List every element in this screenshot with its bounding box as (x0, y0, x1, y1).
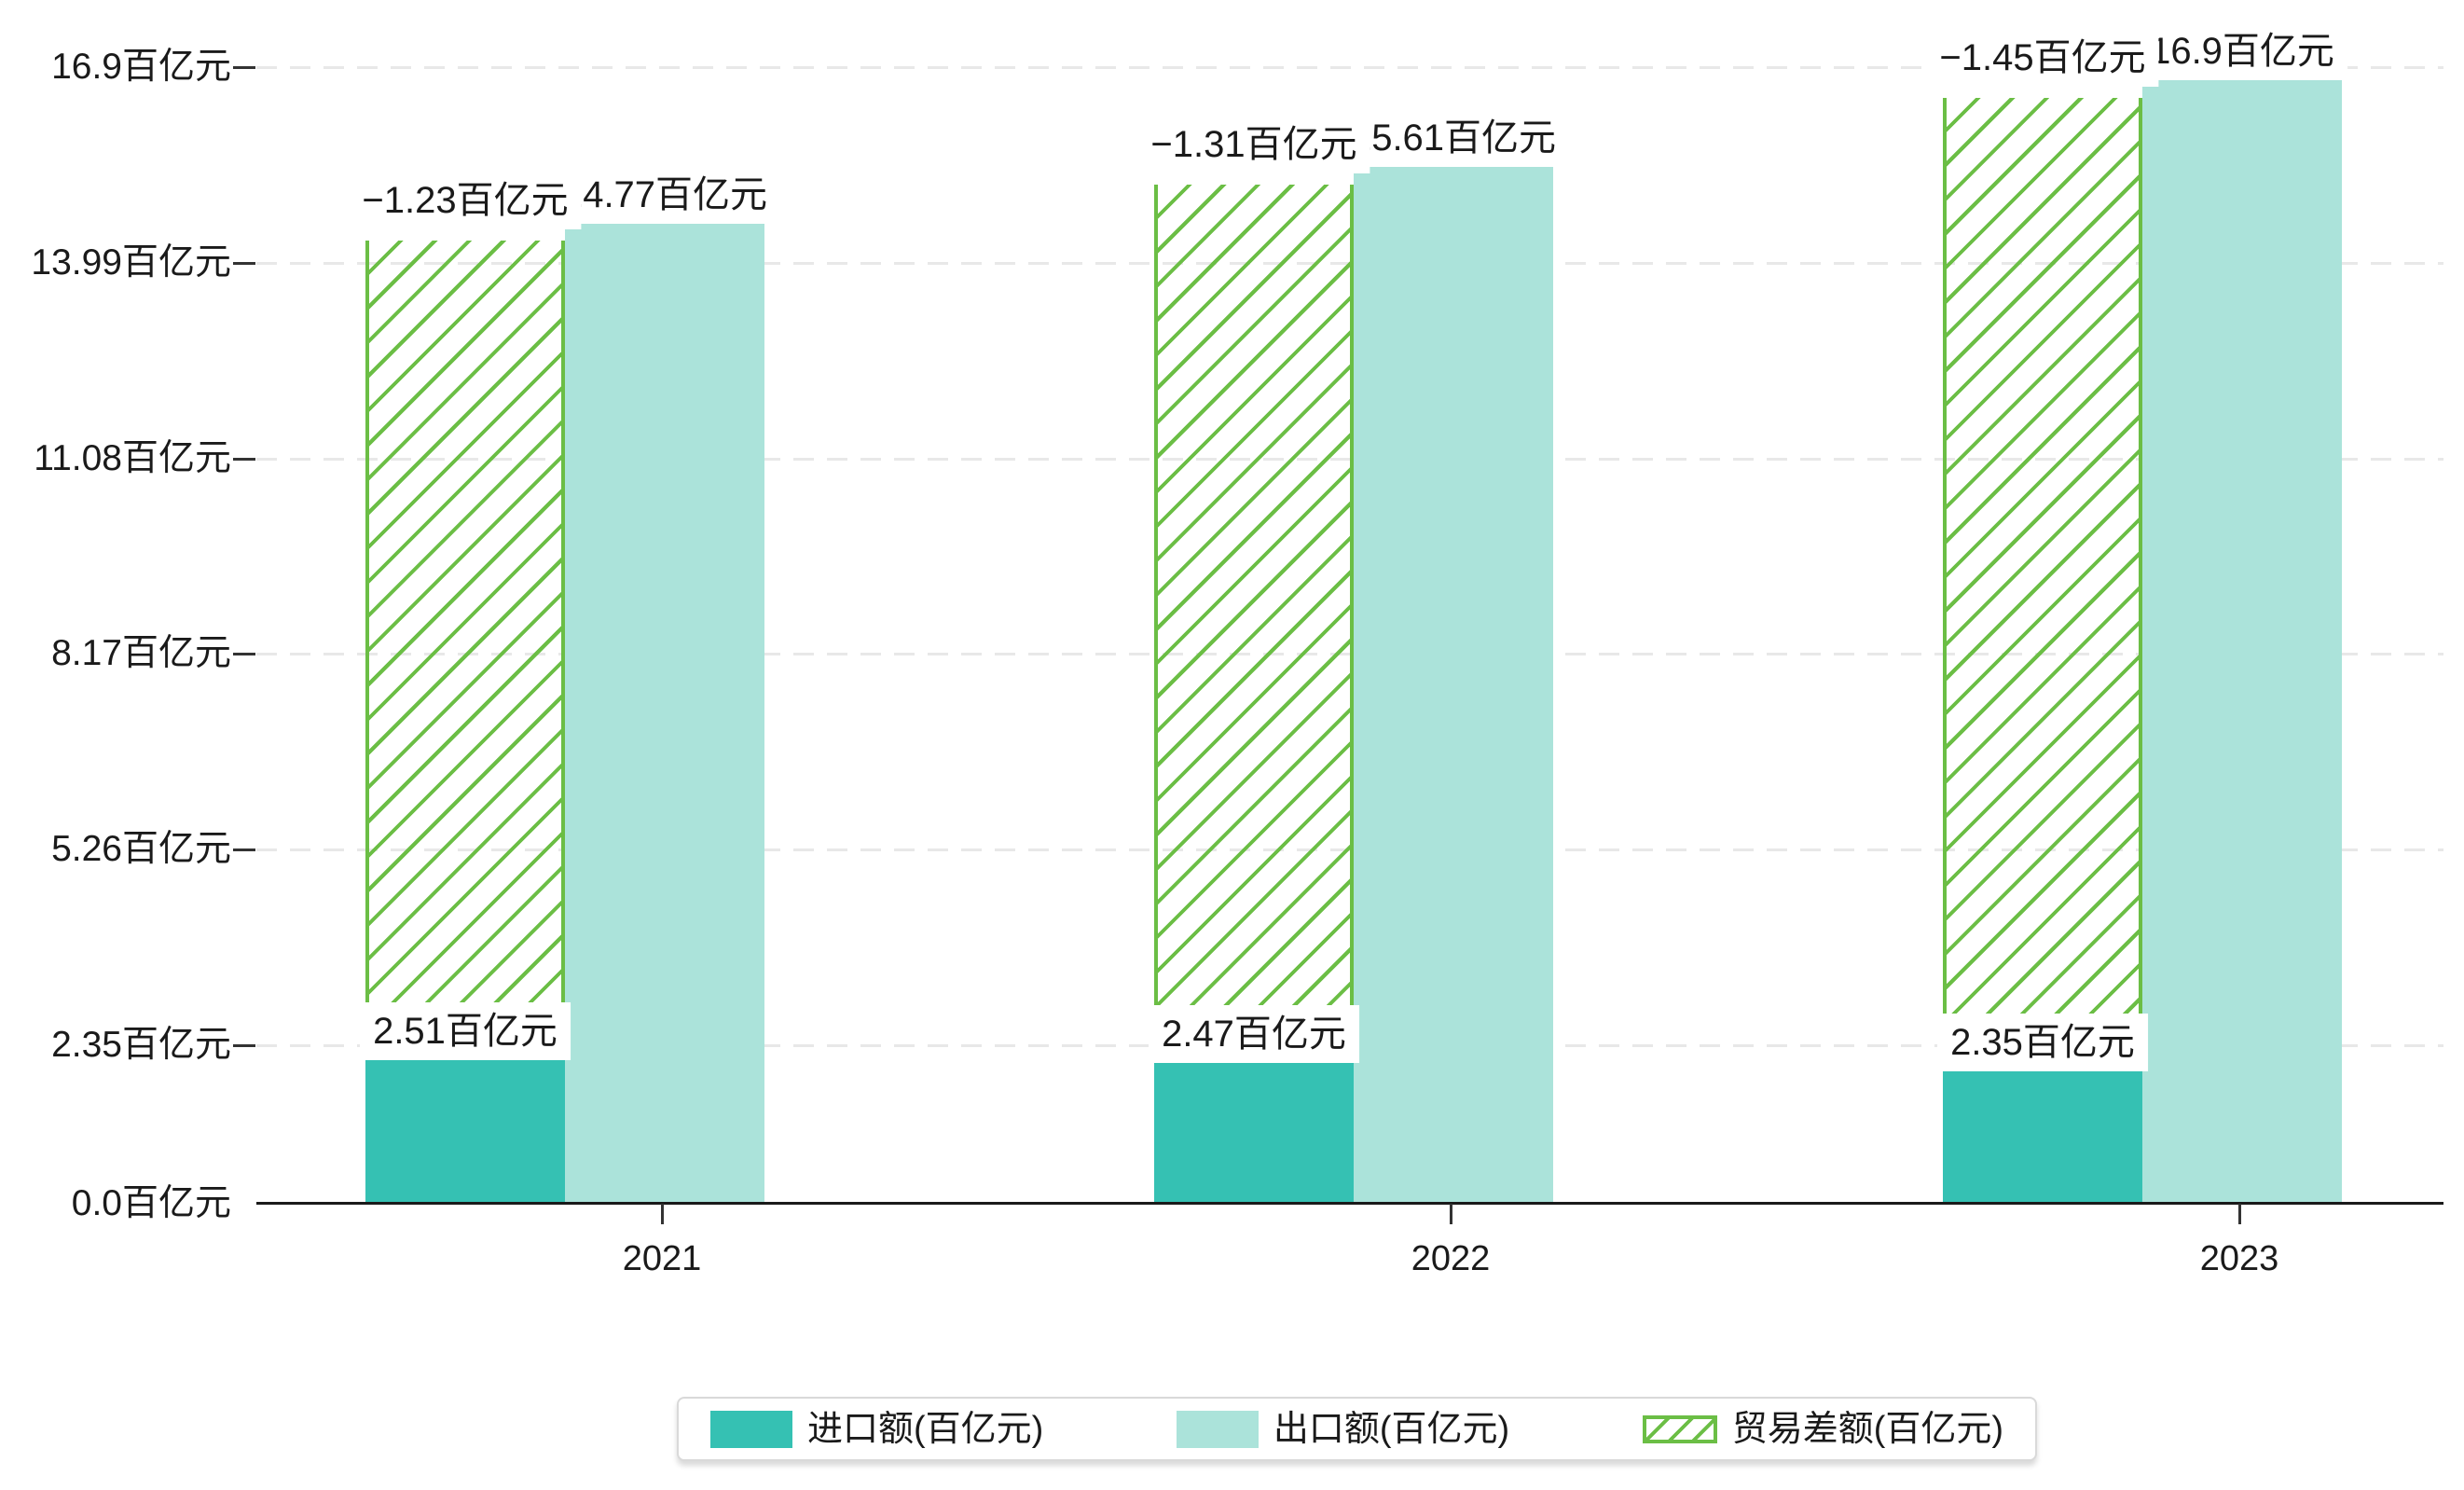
x-tick-mark (2238, 1204, 2241, 1224)
x-axis-label-2023: 2023 (2199, 1239, 2279, 1278)
gridline-16.9 (256, 66, 2443, 69)
y-tick-mark (233, 653, 255, 655)
value-label-balance-2022: −1.31百亿元 (1137, 116, 1370, 173)
y-tick-mark (233, 848, 255, 851)
y-axis-label: 16.9百亿元 (51, 47, 231, 87)
value-label-import-2023: 2.35百亿元 (1937, 1014, 2148, 1071)
legend-item-export: 出口额(百亿元) (1176, 1409, 1510, 1450)
y-tick-mark (233, 458, 255, 461)
bar-trade-balance-2022 (1154, 185, 1354, 1037)
legend-swatch-import (710, 1410, 792, 1448)
bar-import-2022 (1154, 1037, 1354, 1203)
legend-item-trade-balance: 贸易差额(百亿元) (1642, 1409, 2003, 1450)
y-axis-label: 8.17百亿元 (51, 633, 231, 673)
y-tick-mark (233, 1044, 255, 1047)
y-tick-mark (233, 262, 255, 265)
y-axis-label: 5.26百亿元 (51, 829, 231, 869)
y-axis-label: 13.99百亿元 (31, 242, 231, 283)
y-tick-mark (233, 66, 255, 69)
value-label-import-2022: 2.47百亿元 (1149, 1005, 1359, 1063)
value-label-import-2021: 2.51百亿元 (360, 1002, 571, 1060)
value-label-export-2023: 16.9百亿元 (2137, 22, 2347, 80)
legend: 进口额(百亿元) 出口额(百亿元) 贸易差额(百亿元) (677, 1397, 2037, 1461)
legend-swatch-trade-balance (1642, 1414, 1717, 1443)
value-label-balance-2023: −1.45百亿元 (1926, 29, 2159, 87)
x-axis-line (256, 1202, 2443, 1205)
x-axis-label-2022: 2022 (1411, 1239, 1491, 1278)
bar-export-2021 (565, 211, 764, 1203)
value-label-balance-2021: −1.23百亿元 (349, 172, 582, 229)
x-axis-label-2021: 2021 (622, 1239, 702, 1278)
value-label-export-2022: 15.61百亿元 (1337, 109, 1570, 167)
bar-import-2023 (1943, 1045, 2142, 1203)
x-tick-mark (661, 1204, 664, 1224)
y-axis-label: 0.0百亿元 (71, 1183, 231, 1223)
y-axis-label: 2.35百亿元 (51, 1025, 231, 1065)
bar-import-2021 (365, 1034, 565, 1203)
y-axis-label: 11.08百亿元 (34, 438, 231, 478)
bar-trade-balance-2021 (365, 241, 565, 1034)
legend-label-trade-balance: 贸易差额(百亿元) (1731, 1409, 2003, 1449)
legend-item-import: 进口额(百亿元) (710, 1409, 1043, 1450)
bar-export-2023 (2142, 67, 2342, 1203)
legend-label-export: 出口额(百亿元) (1273, 1409, 1510, 1449)
bar-export-2022 (1354, 154, 1553, 1203)
value-label-export-2021: 14.77百亿元 (548, 166, 781, 224)
legend-swatch-export (1176, 1410, 1259, 1448)
x-tick-mark (1450, 1204, 1452, 1224)
legend-label-import: 进口额(百亿元) (807, 1409, 1044, 1449)
bar-trade-balance-2023 (1943, 98, 2142, 1045)
